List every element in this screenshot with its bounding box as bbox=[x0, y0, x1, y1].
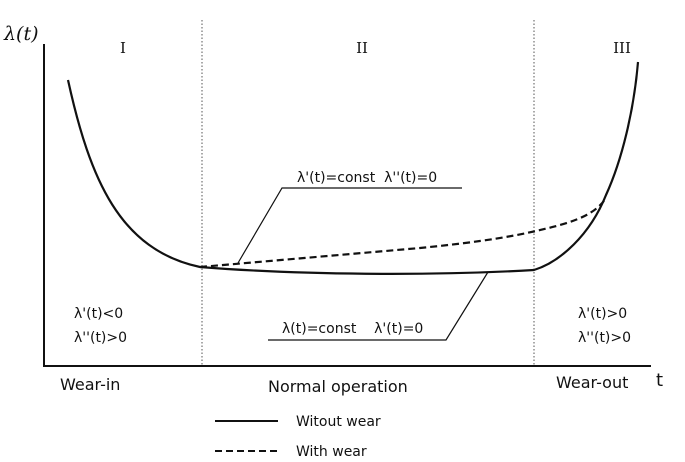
region-I-condition-1: λ'(t)<0 bbox=[74, 306, 123, 322]
region-III-condition-2: λ''(t)>0 bbox=[578, 330, 631, 346]
region-I-name: Wear-in bbox=[60, 375, 120, 394]
annotation-with-wear: λ'(t)=const λ''(t)=0 bbox=[297, 170, 437, 186]
curve-with-wear bbox=[199, 197, 607, 269]
region-III-condition-1: λ'(t)>0 bbox=[578, 306, 627, 322]
annotation-leader-with-wear bbox=[237, 187, 462, 264]
x-axis-label: t bbox=[656, 370, 663, 391]
region-II-name: Normal operation bbox=[268, 377, 408, 396]
y-axis-label: λ(t) bbox=[3, 23, 39, 45]
region-II-numeral: II bbox=[356, 39, 368, 57]
annotation-leader-without-wear bbox=[268, 271, 489, 341]
annotation-without-wear: λ(t)=const λ'(t)=0 bbox=[282, 321, 423, 337]
curve-without-wear bbox=[66, 61, 640, 275]
region-I-numeral: I bbox=[120, 39, 126, 57]
region-III-numeral: III bbox=[613, 39, 631, 57]
legend-solid-label: Witout wear bbox=[296, 414, 381, 430]
region-I-condition-2: λ''(t)>0 bbox=[74, 330, 127, 346]
region-III-name: Wear-out bbox=[556, 373, 628, 392]
legend-dashed-label: With wear bbox=[296, 444, 367, 460]
